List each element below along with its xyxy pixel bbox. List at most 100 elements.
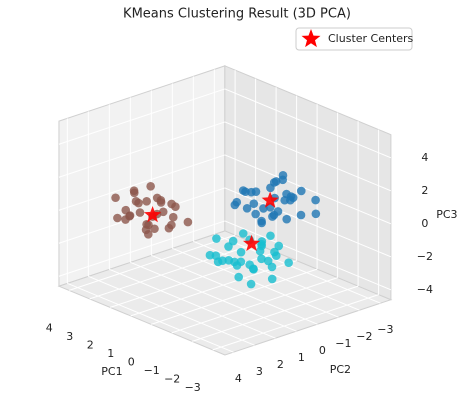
z-tick-label: 0 [421,217,428,230]
point [144,230,153,239]
point [246,279,256,289]
point [257,254,266,264]
point [168,212,178,222]
x-tick-label: −1 [144,364,160,377]
point [274,241,284,251]
grid-line [172,247,339,318]
grid-line [224,220,392,291]
point [257,239,266,249]
point [267,262,277,272]
point [278,171,288,180]
point [282,214,292,224]
point [125,211,134,221]
point [311,195,320,205]
cluster-center [261,191,279,208]
point [245,260,254,270]
y-tick-label: 4 [235,372,242,385]
grid-line [212,294,379,351]
grid-line [130,261,297,332]
point [297,186,306,196]
point [296,210,306,220]
grid-line [58,220,226,277]
point [249,199,259,208]
x-tick-label: 0 [128,355,135,368]
point [284,258,293,268]
z-tick-label: −2 [417,250,433,263]
point [135,208,145,217]
point [241,187,250,197]
grid-line [58,88,226,145]
point [211,251,221,260]
grid-line [224,88,392,159]
grid-line [224,121,392,192]
x-axis-label: PC1 [101,365,122,378]
point [257,218,267,228]
grid-line [224,187,392,258]
cluster-center [243,234,261,251]
grid-line [69,234,236,291]
point [142,220,151,229]
y-tick-label: 1 [298,351,305,364]
z-tick-label: 2 [421,184,428,197]
grid-line [151,254,318,325]
grid-line [58,154,226,211]
z-tick-label: −4 [417,283,433,296]
grid-line [192,285,359,342]
x-tick-label: 1 [107,347,114,360]
y-tick-label: 0 [319,344,326,357]
point [236,247,246,257]
chart-title: KMeans Clustering Result (3D PCA) [123,7,351,22]
point [134,198,143,208]
point [113,213,122,223]
point [286,195,295,205]
point [238,229,248,238]
legend-marker [301,29,321,48]
y-tick-label: 2 [277,358,284,371]
y-tick-label: −3 [377,323,393,336]
point [142,197,151,206]
grid-line [224,154,392,225]
point [251,209,260,219]
grid-line [171,277,338,334]
point [236,257,246,267]
point [156,196,166,205]
point [130,188,139,198]
grid-line [88,275,255,346]
point [167,199,176,209]
x-tick-label: −2 [164,372,180,385]
point [218,256,227,266]
point [212,234,221,243]
point [271,177,281,186]
point [232,197,242,207]
point [311,209,321,219]
grid-line [151,268,318,325]
x-tick-label: 4 [46,321,53,334]
x-tick-label: 3 [66,330,73,343]
y-tick-label: −1 [335,337,351,350]
point [266,231,275,241]
legend-box [295,27,413,51]
grid-line [109,268,276,339]
y-tick-label: 3 [256,365,263,378]
point [111,193,120,203]
point [267,274,277,284]
point [146,182,155,191]
grid-line [193,240,360,311]
point [242,204,252,213]
grid-line [89,243,256,300]
point [268,212,277,221]
z-axis-label: PC3 [436,208,457,221]
point [270,247,279,257]
point [255,246,265,256]
grid-line [214,233,381,304]
cluster-center [144,206,162,223]
grid-line [67,282,234,353]
y-axis-label: PC2 [330,363,351,376]
x-tick-label: −3 [185,381,201,394]
y-tick-label: −2 [356,330,372,343]
point [251,187,261,196]
pane-right [224,65,392,301]
point [183,217,193,227]
point [273,207,283,216]
